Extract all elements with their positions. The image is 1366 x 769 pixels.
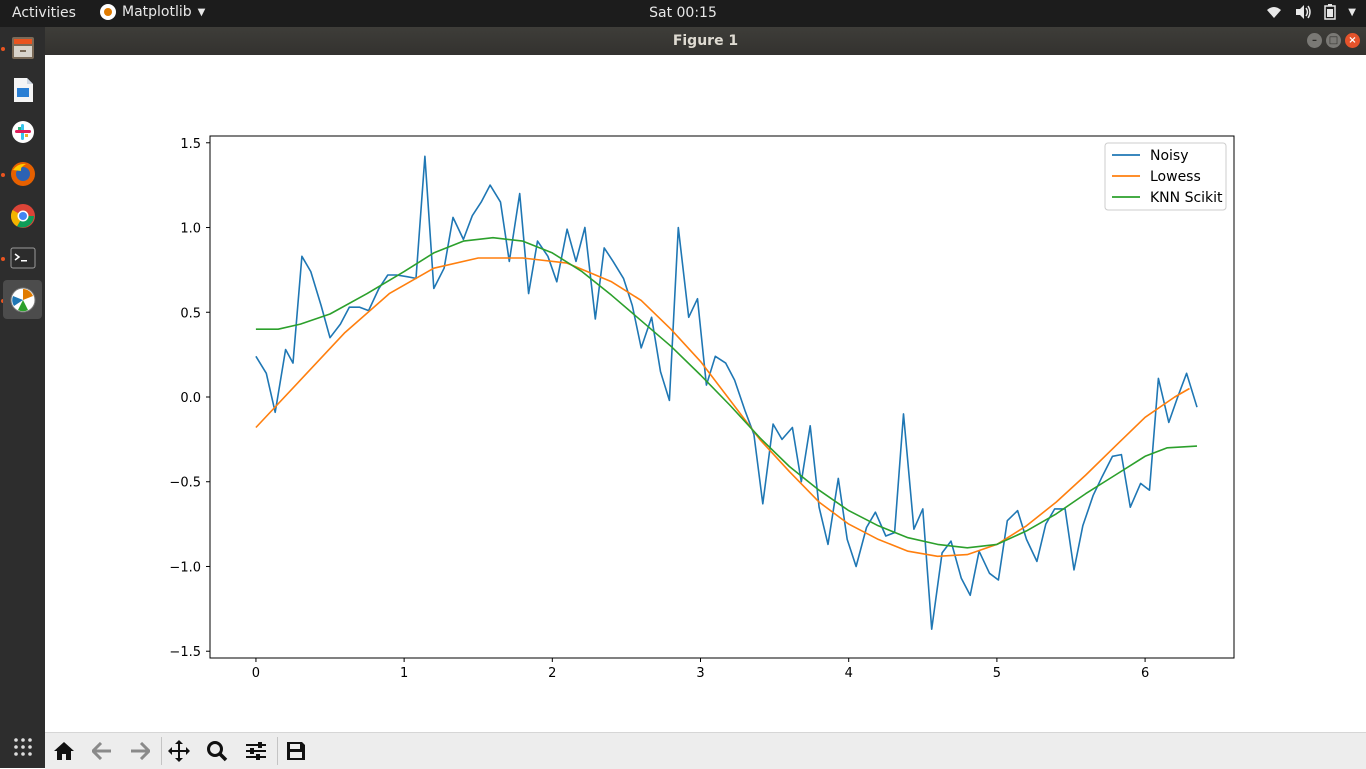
axes-frame: [209, 135, 1235, 659]
series-line-lowess: [255, 257, 1190, 558]
x-tick-label: 4: [845, 666, 853, 681]
y-tick-label: −1.5: [169, 645, 201, 660]
back-arrow-icon: [92, 742, 111, 760]
dock-item-terminal[interactable]: [3, 238, 42, 277]
dock-item-chrome[interactable]: [3, 196, 42, 235]
save-button[interactable]: [282, 738, 310, 764]
close-button[interactable]: ×: [1345, 33, 1360, 48]
forward-arrow-icon: [131, 742, 150, 760]
dock-item-files[interactable]: [3, 28, 42, 67]
dock-item-writer[interactable]: [3, 70, 42, 109]
minimize-button[interactable]: –: [1307, 33, 1322, 48]
home-icon: [54, 742, 74, 760]
x-tick-label: 0: [252, 666, 260, 681]
firefox-icon: [10, 161, 35, 186]
chart: 0 1 2 3 4 5 6 −1.5 −1.0 −0.5 0.0 0.5 1.0 1.5 Noisy Lo…: [169, 135, 1235, 681]
slack-icon: [11, 120, 34, 143]
dock-item-firefox[interactable]: [3, 154, 42, 193]
navigation-toolbar: [45, 732, 1366, 769]
figure-canvas[interactable]: 0 1 2 3 4 5 6 −1.5 −1.0 −0.5 0.0 0.5 1.0 1.5 Noisy Lo…: [45, 55, 1366, 732]
legend-label: Lowess: [1150, 169, 1201, 185]
y-tick-label: 0.0: [180, 391, 201, 406]
matplotlib-icon: [100, 4, 116, 20]
clock[interactable]: Sat 00:15: [649, 5, 717, 21]
y-tick-label: −1.0: [169, 560, 201, 575]
power-menu-icon: ▼: [1348, 6, 1356, 18]
toolbar-separator: [161, 737, 162, 765]
dock: [0, 27, 45, 768]
pan-button[interactable]: [165, 738, 193, 764]
document-icon: [13, 77, 33, 102]
series-line-knn-scikit: [255, 236, 1198, 549]
system-tray[interactable]: ▼: [1266, 4, 1356, 20]
file-cabinet-icon: [11, 36, 34, 59]
y-tick-label: 0.5: [180, 306, 201, 321]
legend-box: [1104, 142, 1227, 211]
wifi-icon: [1267, 7, 1282, 18]
plot-lines: [255, 155, 1198, 630]
matplotlib-icon: [10, 287, 35, 312]
show-applications-button[interactable]: [3, 727, 42, 766]
chevron-down-icon: ▼: [197, 6, 206, 18]
dock-item-matplotlib[interactable]: [3, 280, 42, 319]
back-button[interactable]: [88, 738, 116, 764]
configure-subplots-icon: [246, 742, 266, 760]
app-menu-label: Matplotlib: [122, 4, 192, 20]
x-tick-label: 5: [993, 666, 1001, 681]
toolbar-separator: [277, 737, 278, 765]
battery-icon: [1324, 4, 1337, 20]
legend-label: Noisy: [1150, 148, 1189, 164]
y-axis: −1.5 −1.0 −0.5 0.0 0.5 1.0 1.5: [169, 137, 210, 660]
app-menu[interactable]: Matplotlib ▼: [100, 4, 205, 20]
y-tick-label: −0.5: [169, 476, 201, 491]
top-panel: Activities Matplotlib ▼ Sat 00:15 ▼: [0, 0, 1366, 27]
legend-label: KNN Scikit: [1150, 190, 1223, 206]
volume-icon: [1296, 5, 1312, 19]
chrome-icon: [10, 203, 35, 228]
y-tick-label: 1.5: [180, 137, 201, 152]
configure-subplots-button[interactable]: [242, 738, 270, 764]
running-indicator: [1, 257, 5, 261]
activities-button[interactable]: Activities: [12, 5, 76, 21]
x-tick-label: 6: [1141, 666, 1149, 681]
window-titlebar[interactable]: Figure 1 – □ ×: [45, 27, 1366, 55]
series-line-noisy: [255, 155, 1198, 630]
forward-button[interactable]: [126, 738, 154, 764]
terminal-icon: [10, 247, 35, 268]
legend[interactable]: Noisy Lowess KNN Scikit: [1104, 142, 1227, 211]
window-title: Figure 1: [672, 33, 739, 49]
zoom-button[interactable]: [203, 738, 231, 764]
maximize-button[interactable]: □: [1326, 33, 1341, 48]
x-axis: 0 1 2 3 4 5 6: [252, 658, 1149, 681]
apps-grid-icon: [13, 737, 32, 756]
pan-icon: [168, 740, 190, 762]
running-indicator: [1, 173, 5, 177]
x-tick-label: 2: [548, 666, 556, 681]
y-tick-label: 1.0: [180, 222, 201, 237]
home-button[interactable]: [50, 738, 78, 764]
save-icon: [287, 742, 305, 760]
dock-item-slack[interactable]: [3, 112, 42, 151]
x-tick-label: 1: [400, 666, 408, 681]
x-tick-label: 3: [696, 666, 704, 681]
zoom-icon: [207, 741, 228, 762]
running-indicator: [1, 47, 5, 51]
